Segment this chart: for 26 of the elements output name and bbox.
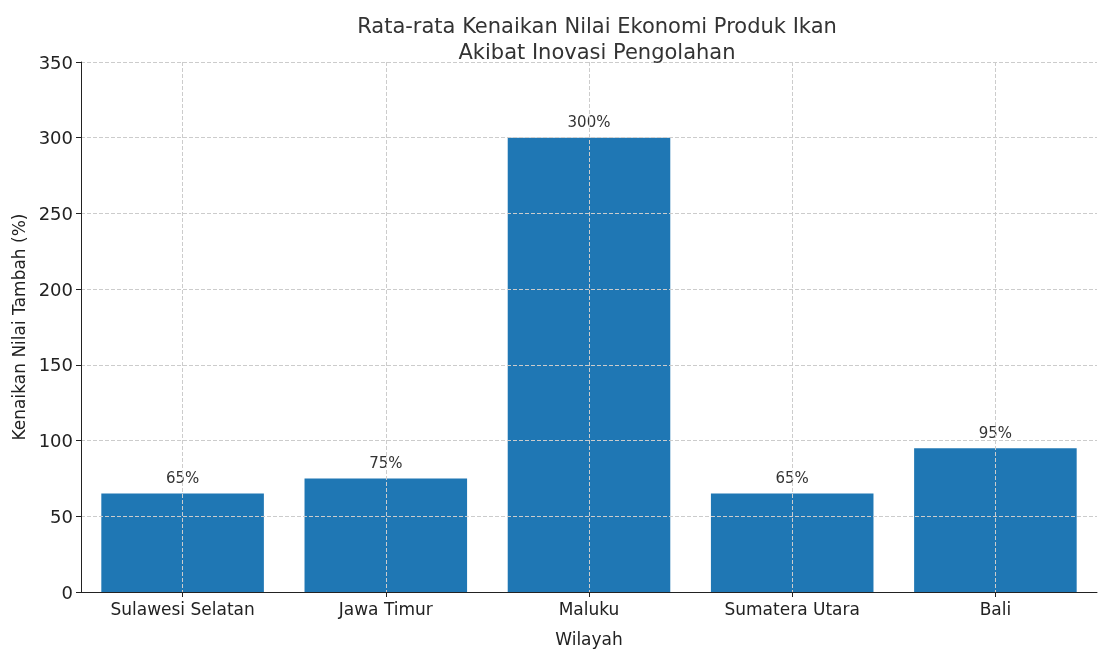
- y-tick-label: 50: [50, 505, 73, 527]
- data-label: 75%: [369, 453, 403, 472]
- data-label: 95%: [978, 423, 1013, 442]
- y-tick-label: 200: [38, 278, 73, 300]
- chart-title: Rata-rata Kenaikan Nilai Ekonomi Produk Ikan Akibat Inovasi Pengolahan: [357, 14, 837, 64]
- x-tick-label: Sumatera Utara: [724, 598, 860, 619]
- y-tick-label: 350: [38, 51, 73, 73]
- bar: [710, 493, 874, 592]
- y-tick-label: 250: [38, 202, 73, 224]
- bar: [507, 137, 671, 592]
- bar: [914, 448, 1077, 592]
- y-tick-label: 300: [38, 127, 73, 149]
- data-label: 65%: [165, 469, 200, 488]
- bar: [101, 493, 264, 592]
- x-tick-label: Sulawesi Selatan: [110, 598, 255, 619]
- x-axis-title: Wilayah: [555, 628, 623, 649]
- bar: [304, 478, 468, 592]
- y-axis-title: Kenaikan Nilai Tambah (%): [9, 213, 30, 441]
- x-tick-label: Bali: [979, 598, 1012, 619]
- y-tick-label: 150: [38, 354, 73, 376]
- y-tick-label: 100: [38, 430, 73, 452]
- data-label: 65%: [775, 469, 809, 488]
- x-tick-label: Maluku: [558, 598, 620, 619]
- x-tick-label: Jawa Timur: [337, 598, 433, 619]
- data-label: 300%: [567, 113, 611, 132]
- y-tick-label: 0: [61, 581, 73, 603]
